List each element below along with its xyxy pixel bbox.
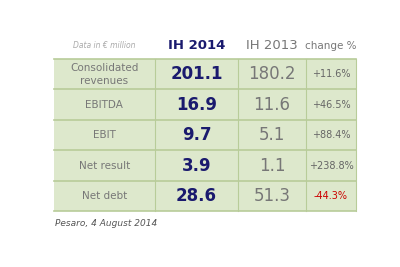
Text: change %: change % xyxy=(305,41,357,51)
Text: +88.4%: +88.4% xyxy=(312,130,350,140)
Text: IH 2013: IH 2013 xyxy=(246,40,298,52)
Text: Consolidated
revenues: Consolidated revenues xyxy=(70,63,138,86)
Text: Net result: Net result xyxy=(79,161,130,171)
Text: Net debt: Net debt xyxy=(82,191,127,201)
Text: EBITDA: EBITDA xyxy=(85,100,123,110)
Text: +238.8%: +238.8% xyxy=(308,161,353,171)
Text: -44.3%: -44.3% xyxy=(314,191,348,201)
Text: 3.9: 3.9 xyxy=(182,157,211,175)
Text: +11.6%: +11.6% xyxy=(312,69,350,79)
Bar xyxy=(54,59,356,211)
Text: 16.9: 16.9 xyxy=(176,96,217,114)
Text: 9.7: 9.7 xyxy=(182,126,211,144)
Text: Data in € million: Data in € million xyxy=(73,41,136,50)
Text: 5.1: 5.1 xyxy=(259,126,285,144)
Text: 28.6: 28.6 xyxy=(176,187,217,205)
Text: IH 2014: IH 2014 xyxy=(168,40,225,52)
Text: Pesaro, 4 August 2014: Pesaro, 4 August 2014 xyxy=(56,218,158,227)
Text: 11.6: 11.6 xyxy=(254,96,290,114)
Text: +46.5%: +46.5% xyxy=(312,100,350,110)
Text: 1.1: 1.1 xyxy=(259,157,285,175)
Text: 201.1: 201.1 xyxy=(170,65,223,83)
Text: 180.2: 180.2 xyxy=(248,65,296,83)
Text: 51.3: 51.3 xyxy=(254,187,290,205)
Text: EBIT: EBIT xyxy=(93,130,116,140)
